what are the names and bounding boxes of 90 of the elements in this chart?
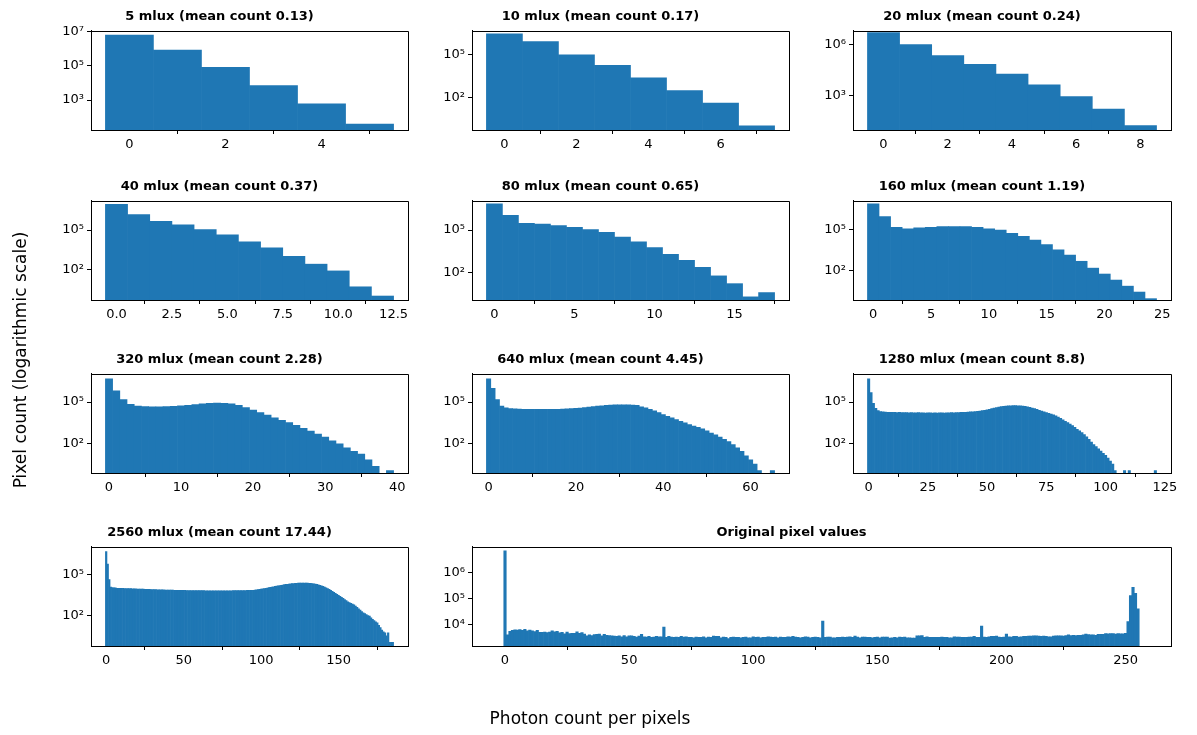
x-tick-label: 0: [125, 136, 134, 152]
x-tick-label: 0: [879, 136, 888, 152]
y-tick-label: 10⁵: [62, 57, 84, 73]
x-tick-label: 100: [248, 652, 274, 668]
chart-title: 20 mlux (mean count 0.24): [883, 8, 1081, 24]
y-tick-label: 10⁶: [443, 563, 465, 579]
x-tick-label: 0: [500, 652, 510, 668]
y-tick-label: 10⁵: [824, 220, 846, 236]
y-axis-title: Pixel count (logarithmic scale): [10, 231, 30, 489]
x-tick-label: 10: [980, 306, 998, 322]
x-tick-label: 15: [1038, 306, 1055, 322]
x-tick-label: 0.0: [106, 306, 127, 322]
x-tick-label: 0: [102, 652, 111, 668]
chart-title: 5 mlux (mean count 0.13): [125, 8, 314, 24]
x-axis-title: Photon count per pixels: [489, 708, 691, 728]
y-tick-label: 10⁵: [824, 393, 846, 409]
y-tick-label: 10²: [824, 262, 846, 278]
x-tick-label: 100: [1093, 479, 1119, 495]
x-tick-label: 5: [926, 306, 936, 322]
y-tick-label: 10²: [443, 264, 465, 280]
y-tick-label: 10²: [62, 261, 84, 277]
x-tick-label: 75: [1038, 479, 1055, 495]
x-tick-label: 25: [1154, 306, 1171, 322]
x-tick-label: 7.5: [272, 306, 294, 322]
x-tick-label: 250: [1113, 652, 1138, 668]
x-tick-label: 0: [864, 479, 873, 495]
x-tick-label: 50: [978, 479, 996, 495]
y-tick-label: 10³: [824, 87, 846, 103]
y-tick-label: 10⁵: [62, 393, 84, 409]
y-tick-label: 10⁴: [443, 615, 465, 631]
x-tick-label: 4: [317, 136, 326, 152]
x-tick-label: 10: [172, 479, 190, 495]
x-tick-label: 20: [1096, 306, 1113, 322]
x-tick-label: 40: [388, 479, 406, 495]
x-tick-label: 125: [1152, 479, 1178, 495]
y-tick-label: 10⁵: [62, 566, 84, 582]
chart-title: Original pixel values: [716, 524, 867, 540]
x-tick-label: 12.5: [379, 306, 409, 322]
x-tick-label: 150: [326, 652, 351, 668]
x-tick-label: 15: [726, 306, 743, 322]
x-tick-label: 150: [864, 652, 890, 668]
y-tick-label: 10⁵: [62, 221, 84, 237]
chart-title: 640 mlux (mean count 4.45): [497, 351, 704, 367]
x-tick-label: 0: [869, 306, 878, 322]
x-tick-label: 4: [1007, 136, 1017, 152]
chart-title: 40 mlux (mean count 0.37): [120, 178, 319, 194]
y-tick-label: 10²: [443, 88, 465, 104]
x-tick-label: 6: [716, 136, 725, 152]
x-tick-label: 4: [644, 136, 653, 152]
x-tick-label: 5: [570, 306, 579, 322]
x-tick-label: 30: [316, 479, 334, 495]
x-tick-label: 2.5: [161, 306, 183, 322]
y-tick-label: 10⁶: [824, 35, 846, 51]
chart-title: 10 mlux (mean count 0.17): [501, 8, 700, 24]
chart-title: 320 mlux (mean count 2.28): [116, 351, 323, 367]
chart-title: 80 mlux (mean count 0.65): [501, 178, 700, 194]
y-tick-label: 10²: [824, 434, 846, 450]
y-tick-label: 10⁷: [62, 22, 84, 38]
x-tick-label: 2: [943, 136, 952, 152]
y-tick-label: 10⁵: [443, 393, 465, 409]
x-tick-label: 40: [654, 479, 672, 495]
y-tick-label: 10²: [62, 434, 84, 450]
chart-title: 160 mlux (mean count 1.19): [878, 178, 1086, 194]
x-tick-label: 2: [221, 136, 230, 152]
y-tick-label: 10³: [62, 91, 84, 107]
x-tick-label: 200: [989, 652, 1014, 668]
x-tick-label: 50: [175, 652, 192, 668]
y-tick-label: 10²: [62, 606, 84, 622]
x-tick-label: 20: [244, 479, 262, 495]
x-tick-label: 60: [742, 479, 759, 495]
x-tick-label: 10.0: [323, 306, 353, 322]
chart-title: 1280 mlux (mean count 8.8): [878, 351, 1086, 367]
x-tick-label: 8: [1136, 136, 1145, 152]
y-tick-label: 10²: [443, 434, 465, 450]
x-tick-label: 100: [740, 652, 766, 668]
x-tick-label: 0: [104, 479, 114, 495]
y-tick-label: 10⁵: [443, 589, 465, 605]
y-tick-label: 10⁵: [443, 46, 465, 62]
x-tick-label: 0: [484, 479, 493, 495]
x-tick-label: 10: [646, 306, 663, 322]
x-tick-label: 0: [490, 306, 499, 322]
x-tick-label: 2: [572, 136, 581, 152]
x-tick-label: 6: [1072, 136, 1081, 152]
y-tick-label: 10⁵: [443, 221, 465, 237]
x-tick-label: 20: [567, 479, 585, 495]
chart-title: 2560 mlux (mean count 17.44): [107, 524, 332, 540]
x-tick-label: 0: [500, 136, 509, 152]
x-tick-label: 25: [919, 479, 937, 495]
x-tick-label: 50: [620, 652, 638, 668]
x-tick-label: 5.0: [216, 306, 238, 322]
